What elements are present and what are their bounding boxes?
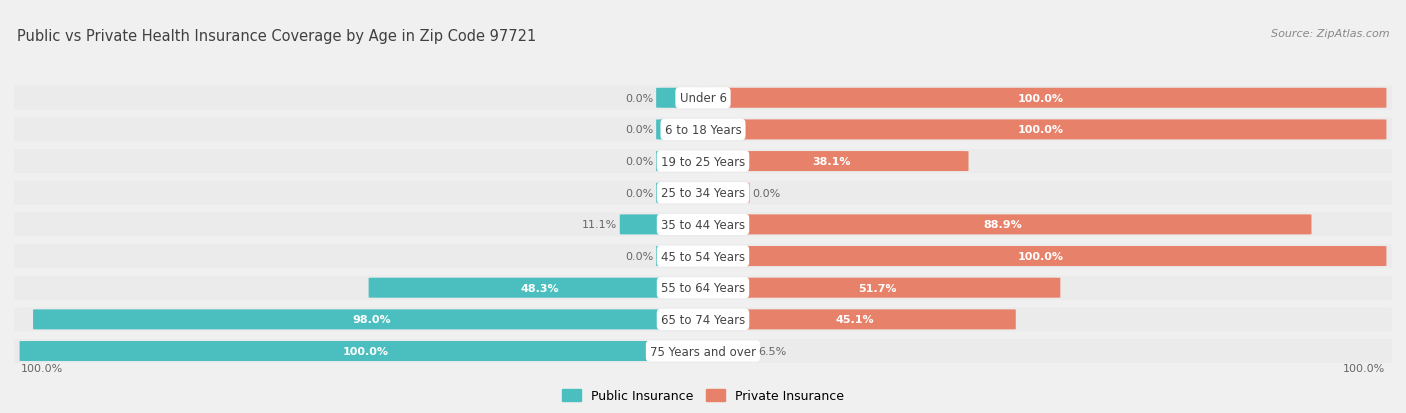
Text: 0.0%: 0.0% (752, 188, 780, 198)
Text: 0.0%: 0.0% (626, 93, 654, 104)
FancyBboxPatch shape (10, 87, 1396, 110)
FancyBboxPatch shape (10, 118, 1396, 142)
FancyBboxPatch shape (657, 183, 711, 203)
FancyBboxPatch shape (20, 341, 711, 361)
Text: 100.0%: 100.0% (1343, 363, 1385, 373)
Text: 6 to 18 Years: 6 to 18 Years (665, 123, 741, 137)
Text: 19 to 25 Years: 19 to 25 Years (661, 155, 745, 168)
FancyBboxPatch shape (620, 215, 711, 235)
Text: 88.9%: 88.9% (984, 220, 1022, 230)
FancyBboxPatch shape (657, 88, 711, 109)
Text: Public vs Private Health Insurance Coverage by Age in Zip Code 97721: Public vs Private Health Insurance Cover… (17, 29, 536, 44)
Text: Source: ZipAtlas.com: Source: ZipAtlas.com (1271, 29, 1389, 39)
Text: 100.0%: 100.0% (21, 363, 63, 373)
Text: 100.0%: 100.0% (1018, 125, 1063, 135)
Text: 11.1%: 11.1% (582, 220, 617, 230)
Text: 100.0%: 100.0% (343, 346, 388, 356)
Text: 51.7%: 51.7% (858, 283, 897, 293)
Text: 6.5%: 6.5% (758, 346, 786, 356)
Text: 0.0%: 0.0% (626, 252, 654, 261)
Text: 0.0%: 0.0% (626, 157, 654, 167)
Text: 25 to 34 Years: 25 to 34 Years (661, 187, 745, 200)
Text: Under 6: Under 6 (679, 92, 727, 105)
FancyBboxPatch shape (10, 213, 1396, 237)
FancyBboxPatch shape (10, 339, 1396, 363)
Text: 45.1%: 45.1% (837, 315, 875, 325)
Text: 38.1%: 38.1% (813, 157, 851, 167)
FancyBboxPatch shape (10, 308, 1396, 332)
Legend: Public Insurance, Private Insurance: Public Insurance, Private Insurance (557, 385, 849, 407)
FancyBboxPatch shape (695, 152, 969, 172)
FancyBboxPatch shape (695, 120, 1386, 140)
FancyBboxPatch shape (368, 278, 711, 298)
Text: 48.3%: 48.3% (520, 283, 560, 293)
FancyBboxPatch shape (10, 244, 1396, 268)
FancyBboxPatch shape (10, 150, 1396, 173)
Text: 0.0%: 0.0% (626, 125, 654, 135)
FancyBboxPatch shape (10, 181, 1396, 205)
FancyBboxPatch shape (695, 310, 1015, 330)
FancyBboxPatch shape (657, 152, 711, 172)
Text: 35 to 44 Years: 35 to 44 Years (661, 218, 745, 231)
FancyBboxPatch shape (695, 247, 1386, 266)
FancyBboxPatch shape (10, 276, 1396, 300)
Text: 98.0%: 98.0% (353, 315, 391, 325)
FancyBboxPatch shape (695, 88, 1386, 109)
FancyBboxPatch shape (695, 278, 1060, 298)
FancyBboxPatch shape (657, 120, 711, 140)
Text: 45 to 54 Years: 45 to 54 Years (661, 250, 745, 263)
FancyBboxPatch shape (695, 341, 755, 361)
FancyBboxPatch shape (695, 183, 749, 203)
Text: 100.0%: 100.0% (1018, 252, 1063, 261)
Text: 75 Years and over: 75 Years and over (650, 345, 756, 358)
Text: 65 to 74 Years: 65 to 74 Years (661, 313, 745, 326)
Text: 55 to 64 Years: 55 to 64 Years (661, 282, 745, 294)
FancyBboxPatch shape (657, 247, 711, 266)
Text: 100.0%: 100.0% (1018, 93, 1063, 104)
FancyBboxPatch shape (695, 215, 1312, 235)
Text: 0.0%: 0.0% (626, 188, 654, 198)
FancyBboxPatch shape (34, 310, 711, 330)
